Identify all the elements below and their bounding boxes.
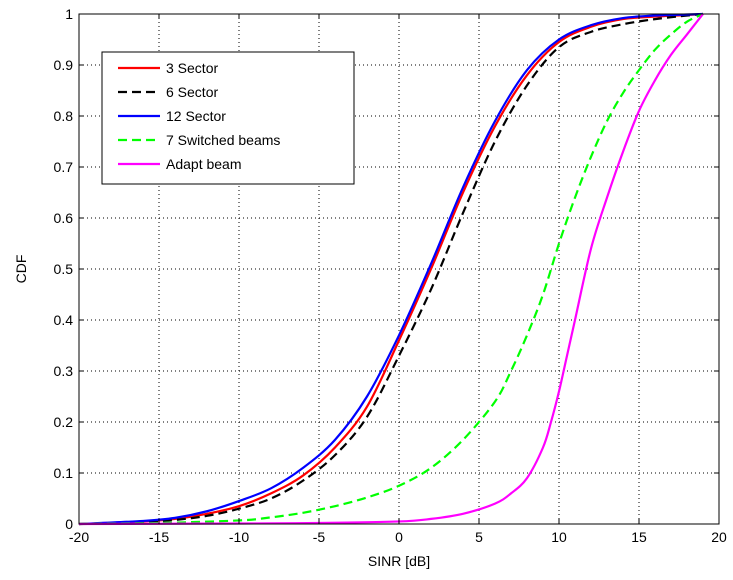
- y-tick-label: 0.3: [54, 363, 74, 379]
- y-tick-label: 0.8: [54, 108, 74, 124]
- x-tick-label: -15: [149, 529, 169, 545]
- x-tick-label: 15: [631, 529, 647, 545]
- x-tick-label: 20: [711, 529, 727, 545]
- y-tick-label: 0.2: [54, 414, 74, 430]
- y-axis-label: CDF: [13, 255, 29, 284]
- legend-label: Adapt beam: [166, 156, 242, 172]
- legend-box: [101, 51, 355, 185]
- legend: 3 Sector 6 Sector 12 Sector 7 Switched beam…: [101, 51, 355, 185]
- legend-label: 12 Sector: [166, 108, 226, 124]
- legend-label: 3 Sector: [166, 60, 218, 76]
- x-tick-label: 5: [475, 529, 483, 545]
- legend-label: 7 Switched beams: [166, 132, 280, 148]
- series-line-12-sector: [78, 12, 704, 526]
- y-tick-label: 0.4: [54, 312, 74, 328]
- x-tick-label: -10: [229, 529, 249, 545]
- y-tick-label: 0: [65, 516, 73, 532]
- y-tick-label: 0.7: [54, 159, 74, 175]
- y-tick-label: 1: [65, 6, 73, 22]
- x-tick-label: 0: [395, 529, 403, 545]
- y-tick-label: 0.1: [54, 465, 74, 481]
- x-tick-label: -5: [313, 529, 326, 545]
- x-axis-label: SINR [dB]: [368, 553, 430, 569]
- x-tick-label: -20: [69, 529, 89, 545]
- axis-ticks: -20 -15 -10 -5 0 5 10 15 20 0 0.1 0.2 0.3 0.4 0.5 0.6 0.…: [54, 6, 727, 545]
- series-line-7-switched-beams: [78, 13, 704, 526]
- series-line-6-sector: [78, 12, 704, 526]
- y-tick-label: 0.9: [54, 57, 74, 73]
- grid-lines: [79, 14, 719, 524]
- x-tick-label: 10: [551, 529, 567, 545]
- y-tick-label: 0.5: [54, 261, 74, 277]
- legend-label: 6 Sector: [166, 84, 218, 100]
- y-tick-label: 0.6: [54, 210, 74, 226]
